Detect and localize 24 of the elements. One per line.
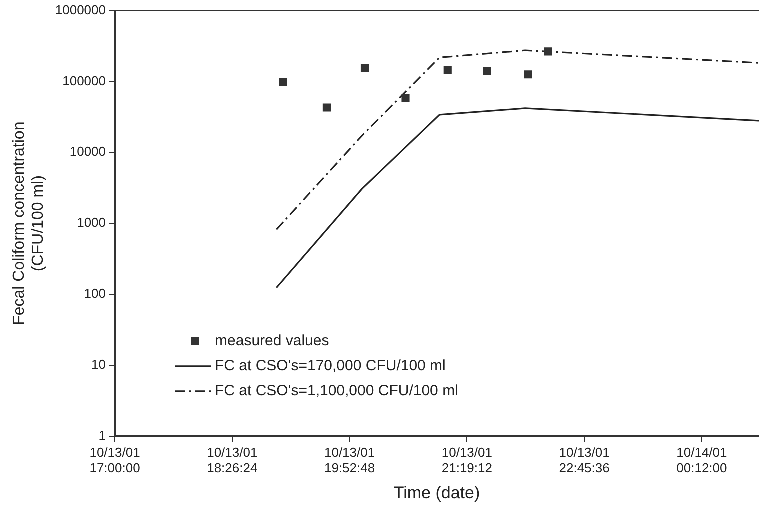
legend-label: measured values xyxy=(215,332,330,350)
point xyxy=(402,94,410,102)
x-axis-title: Time (date) xyxy=(394,483,480,502)
point xyxy=(444,66,452,74)
y-tick-label: 1000000 xyxy=(55,2,106,18)
y-tick-label: 10 xyxy=(92,357,106,372)
x-tick-label: 10/13/01 22:45:36 xyxy=(559,444,610,476)
x-tick-label: 10/14/01 00:12:00 xyxy=(676,444,728,476)
y-tick-label: 10000 xyxy=(70,144,106,160)
point xyxy=(524,70,532,79)
x-tick-label: 10/13/01 18:26:24 xyxy=(207,444,258,476)
legend-label: FC at CSO's=1,100,000 CFU/100 ml xyxy=(215,382,458,400)
y-axis-title: Fecal Coliform concentration (CFU/100 ml) xyxy=(11,122,48,326)
point xyxy=(279,78,288,86)
point xyxy=(360,64,370,72)
x-tick-label: 10/13/01 21:19:12 xyxy=(442,444,492,476)
y-tick-label: 1000 xyxy=(77,215,106,230)
y-tick-label: 100 xyxy=(84,286,106,302)
x-tick-label: 10/13/01 17:00:00 xyxy=(90,444,140,476)
x-tick-label: 10/13/01 19:52:48 xyxy=(324,444,376,476)
point xyxy=(483,67,492,76)
y-tick-label: 100000 xyxy=(62,73,106,88)
y-tick-label: 1 xyxy=(98,428,106,443)
legend-label: FC at CSO's=170,000 CFU/100 ml xyxy=(215,358,446,375)
